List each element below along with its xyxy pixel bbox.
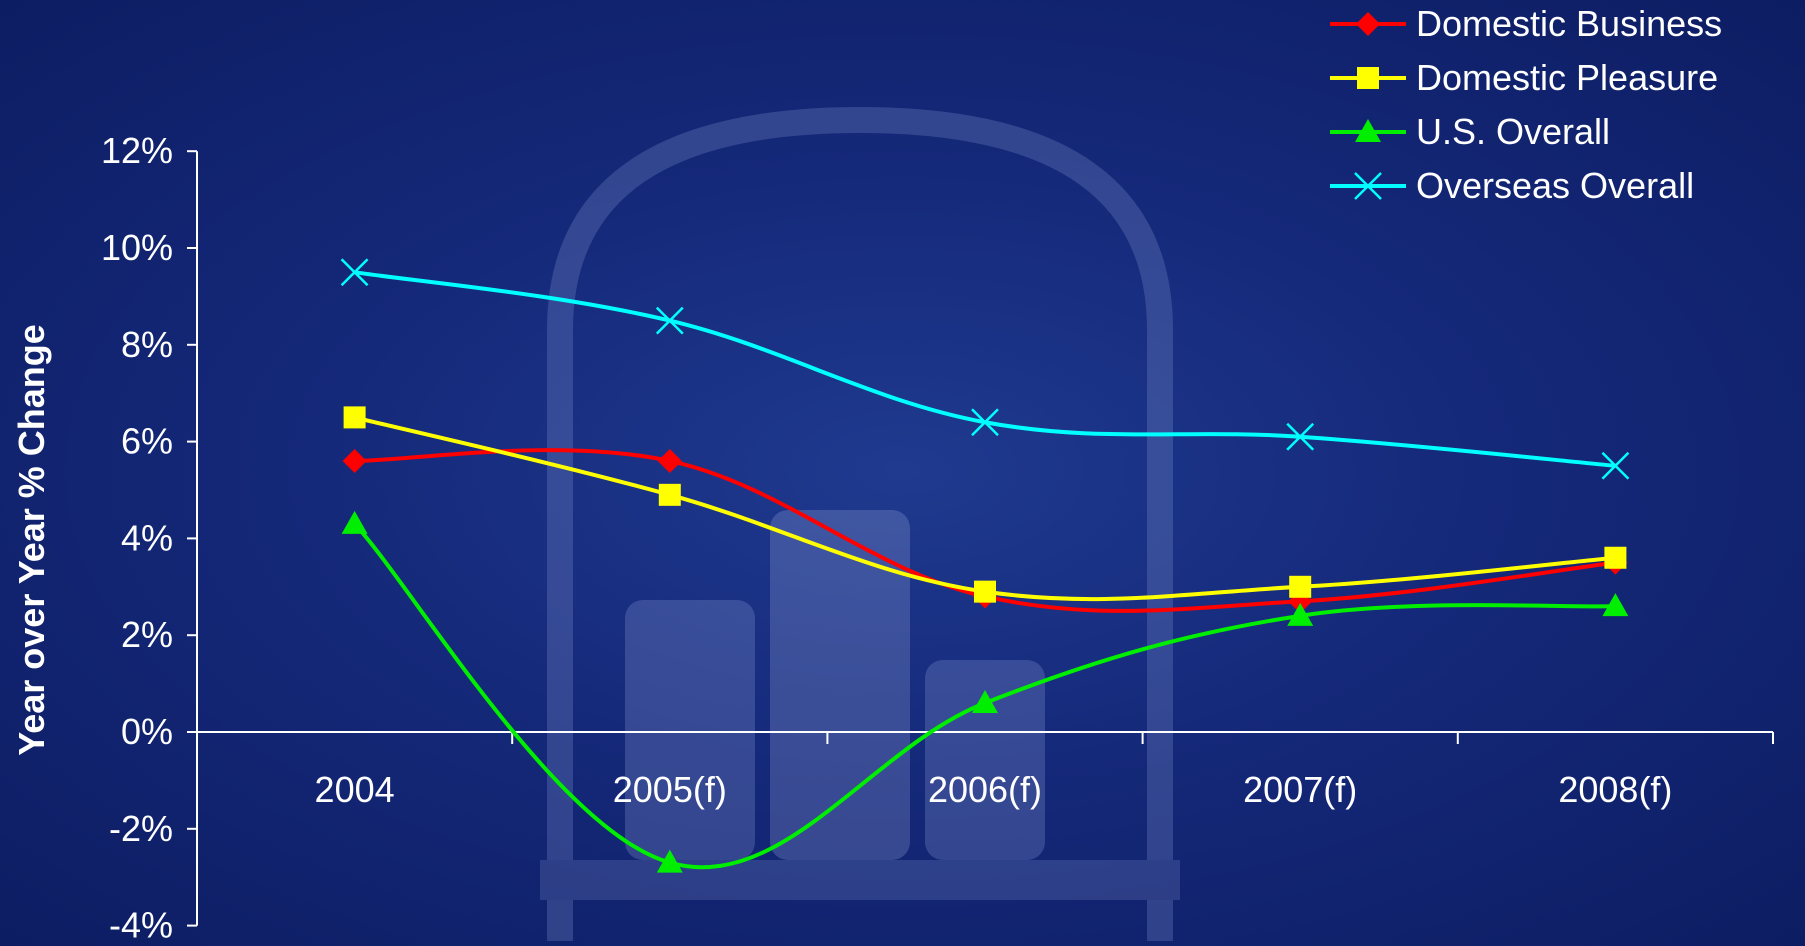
- legend-marker: [1356, 12, 1380, 36]
- legend-label: Domestic Pleasure: [1416, 57, 1718, 98]
- data-point: [655, 306, 684, 335]
- legend-item: U.S. Overall: [1330, 111, 1610, 152]
- data-point: [658, 483, 681, 506]
- legend-item: Overseas Overall: [1330, 165, 1694, 206]
- data-point: [1286, 422, 1315, 451]
- data-point: [340, 258, 369, 287]
- legend-label: U.S. Overall: [1416, 111, 1610, 152]
- x-tick-label: 2005(f): [613, 769, 727, 810]
- data-point: [341, 510, 368, 534]
- y-tick-label: 8%: [121, 324, 173, 365]
- data-point: [1601, 451, 1630, 480]
- legend-item: Domestic Business: [1330, 3, 1722, 44]
- data-point: [1602, 593, 1629, 617]
- legend-item: Domestic Pleasure: [1330, 57, 1718, 98]
- y-tick-label: 0%: [121, 711, 173, 752]
- data-point: [1604, 546, 1627, 569]
- series-line: [353, 522, 1616, 870]
- data-point: [974, 580, 996, 603]
- x-tick-label: 2006(f): [928, 769, 1042, 810]
- legend-label: Domestic Business: [1416, 3, 1722, 44]
- data-point: [1289, 575, 1312, 598]
- series-domestic-pleasure: [343, 406, 1627, 603]
- data-point: [656, 849, 683, 873]
- y-tick-label: 10%: [101, 227, 173, 268]
- legend-label: Overseas Overall: [1416, 165, 1694, 206]
- y-tick-label: 2%: [121, 614, 173, 655]
- x-tick-label: 2008(f): [1558, 769, 1672, 810]
- legend: Domestic Business Domestic Pleasure U.S. O…: [1330, 3, 1722, 206]
- legend-marker: [1357, 67, 1379, 89]
- data-point: [971, 408, 999, 437]
- y-axis-label: Year over Year % Change: [11, 324, 52, 756]
- legend-marker: [1354, 172, 1382, 200]
- y-tick-label: -2%: [109, 808, 173, 849]
- y-tick-label: -4%: [109, 905, 173, 941]
- data-point: [657, 448, 682, 473]
- series-overseas-overall: [340, 258, 1630, 480]
- x-tick-label: 2004: [315, 769, 395, 810]
- legend-marker: [1355, 119, 1381, 142]
- x-axis-ticks: 2004 2005(f) 2006(f) 2007(f) 2008(f): [315, 732, 1774, 810]
- y-tick-label: 12%: [101, 130, 173, 171]
- series-line: [354, 415, 1616, 602]
- series-u-s-overall: [341, 510, 1629, 873]
- data-point: [1287, 602, 1314, 626]
- y-tick-label: 4%: [121, 517, 173, 558]
- y-tick-label: 6%: [121, 421, 173, 462]
- data-point: [343, 406, 366, 429]
- series-layer: [340, 258, 1630, 873]
- series-line: [354, 270, 1616, 468]
- data-point: [342, 448, 367, 473]
- background-photo: [540, 106, 1180, 941]
- x-tick-label: 2007(f): [1243, 769, 1357, 810]
- data-point: [972, 689, 998, 713]
- y-axis-ticks: 12% 10% 8% 6% 4% 2% 0% -2% -4%: [101, 130, 197, 946]
